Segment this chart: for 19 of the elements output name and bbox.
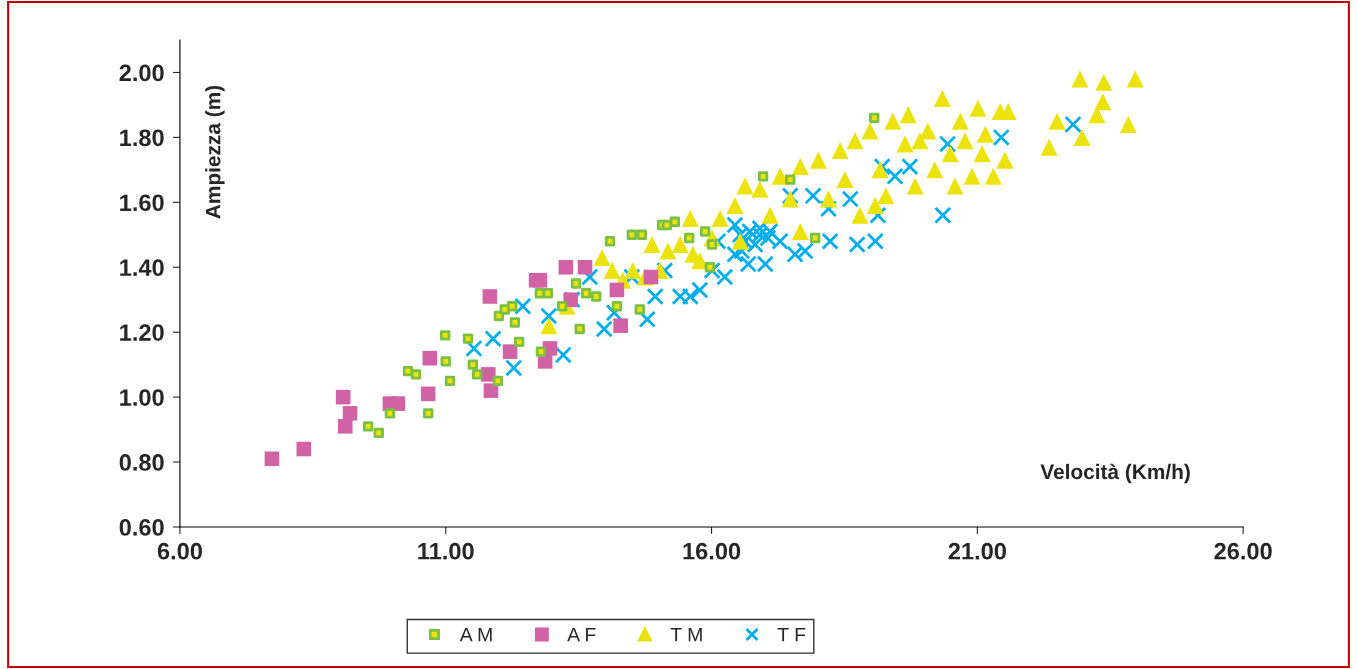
x-axis-title: Velocità (Km/h) [1040,463,1190,484]
y-tick-label: 0.80 [119,454,164,471]
y-tick-label: 1.40 [120,259,164,277]
y-axis-title: Ampiezza (m) [205,85,225,219]
y-tick-label: 1.80 [120,129,164,147]
x-tick-label: 26.00 [1214,542,1272,560]
legend-label: A M [459,627,492,642]
x-tick-label: 6.00 [157,542,202,560]
y-tick-label: 1.20 [120,324,164,341]
legend-label: T M [670,627,702,642]
y-tick-label: 1.60 [120,194,164,212]
x-tick-label: 21.00 [948,542,1006,560]
x-tick-label: 11.00 [418,542,474,560]
y-tick-label: 1.00 [120,389,164,406]
legend-label: T F [777,627,806,642]
y-tick-label: 0.60 [119,519,164,536]
legend-label: A F [567,627,596,642]
x-tick-label: 16.00 [683,542,741,560]
y-tick-label: 2.00 [119,64,164,82]
